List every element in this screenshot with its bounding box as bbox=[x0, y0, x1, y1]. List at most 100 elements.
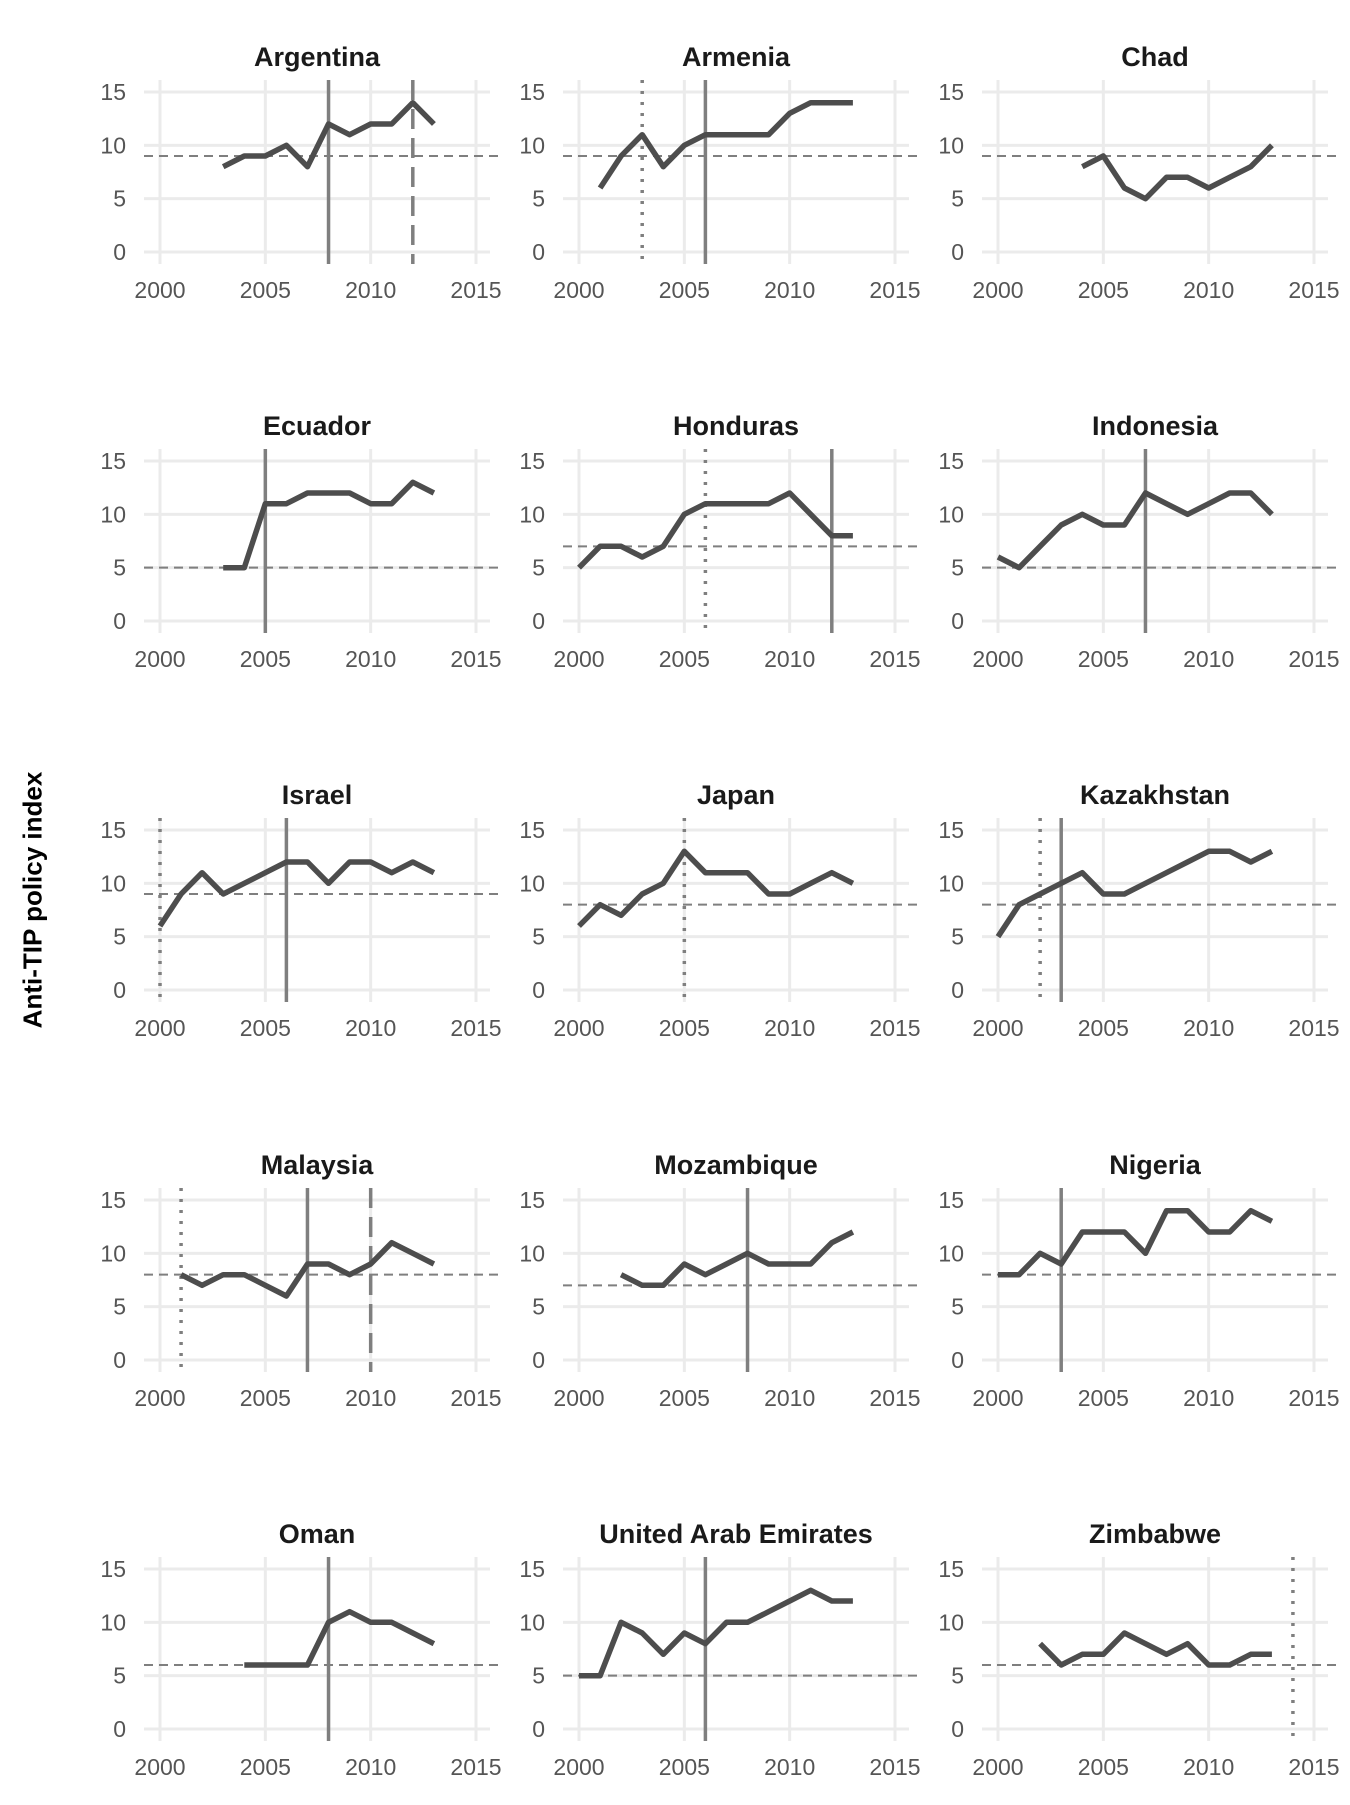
panel-title: Nigeria bbox=[1109, 1150, 1202, 1180]
x-tick-label: 2015 bbox=[450, 1385, 501, 1411]
y-tick-label: 15 bbox=[100, 79, 126, 105]
y-tick-label: 15 bbox=[938, 448, 964, 474]
x-tick-label: 2010 bbox=[764, 646, 815, 672]
y-tick-label: 15 bbox=[519, 1187, 545, 1213]
x-tick-label: 2015 bbox=[1288, 1015, 1339, 1041]
x-tick-label: 2010 bbox=[345, 1385, 396, 1411]
x-tick-label: 2005 bbox=[240, 277, 291, 303]
panel-israel: Israel 0 5 10 15 2000 2005 2010 2015 bbox=[100, 780, 501, 1041]
series-line bbox=[223, 479, 436, 571]
x-tick-label: 2000 bbox=[134, 1015, 185, 1041]
panel-mozambique: Mozambique 0 5 10 15 2000 2005 2010 2015 bbox=[519, 1150, 920, 1411]
panel-armenia: Armenia 0 5 10 15 2000 2005 2010 2015 bbox=[519, 42, 920, 303]
series-line bbox=[221, 99, 436, 170]
series-line bbox=[1038, 1630, 1272, 1668]
x-tick-label: 2015 bbox=[1288, 1754, 1339, 1780]
panel-oman: Oman 0 5 10 15 2000 2005 2010 2015 bbox=[100, 1519, 501, 1780]
panel-title: Oman bbox=[279, 1519, 356, 1549]
series-line bbox=[597, 99, 853, 190]
x-tick-label: 2010 bbox=[345, 1015, 396, 1041]
y-tick-label: 10 bbox=[100, 870, 126, 896]
x-tick-label: 2000 bbox=[972, 277, 1023, 303]
series-line bbox=[579, 1587, 853, 1679]
x-tick-label: 2015 bbox=[869, 1385, 920, 1411]
y-tick-label: 5 bbox=[113, 1663, 126, 1689]
x-tick-label: 2005 bbox=[1078, 1015, 1129, 1041]
panel-title: Israel bbox=[282, 780, 353, 810]
panel-nigeria: Nigeria 0 5 10 15 2000 2005 2010 2015 bbox=[938, 1150, 1339, 1411]
series-line bbox=[157, 859, 436, 928]
y-tick-label: 5 bbox=[532, 924, 545, 950]
y-tick-label: 0 bbox=[532, 239, 545, 265]
y-tick-label: 5 bbox=[951, 186, 964, 212]
y-tick-label: 15 bbox=[100, 817, 126, 843]
y-tick-label: 5 bbox=[113, 924, 126, 950]
x-tick-label: 2010 bbox=[764, 1385, 815, 1411]
x-tick-label: 2010 bbox=[1183, 277, 1234, 303]
x-tick-label: 2000 bbox=[972, 1015, 1023, 1041]
y-tick-label: 15 bbox=[100, 448, 126, 474]
y-tick-label: 0 bbox=[113, 608, 126, 634]
x-tick-label: 2005 bbox=[659, 1754, 710, 1780]
y-tick-label: 15 bbox=[100, 1556, 126, 1582]
panel-kazakhstan: Kazakhstan 0 5 10 15 2000 2005 2010 2015 bbox=[938, 780, 1339, 1041]
x-tick-label: 2000 bbox=[972, 1385, 1023, 1411]
x-tick-label: 2010 bbox=[345, 277, 396, 303]
y-tick-label: 10 bbox=[100, 1609, 126, 1635]
y-tick-label: 10 bbox=[100, 501, 126, 527]
panel-title: Zimbabwe bbox=[1089, 1519, 1221, 1549]
x-tick-label: 2000 bbox=[134, 1754, 185, 1780]
x-tick-label: 2000 bbox=[972, 1754, 1023, 1780]
panel-united-arab-emirates: United Arab Emirates 0 5 10 15 2000 2005 2010 20… bbox=[519, 1519, 920, 1780]
series-line bbox=[619, 1229, 855, 1289]
y-tick-label: 0 bbox=[113, 239, 126, 265]
panel-honduras: Honduras 0 5 10 15 2000 2005 2010 2015 bbox=[519, 411, 920, 672]
x-tick-label: 2000 bbox=[553, 1385, 604, 1411]
y-tick-label: 5 bbox=[532, 186, 545, 212]
panel-title: United Arab Emirates bbox=[599, 1519, 873, 1549]
series-line bbox=[577, 490, 853, 570]
x-tick-label: 2005 bbox=[1078, 277, 1129, 303]
y-tick-label: 10 bbox=[100, 132, 126, 158]
y-tick-label: 10 bbox=[938, 1609, 964, 1635]
x-tick-label: 2005 bbox=[240, 1015, 291, 1041]
x-tick-label: 2000 bbox=[553, 1015, 604, 1041]
x-tick-label: 2015 bbox=[869, 277, 920, 303]
y-tick-label: 0 bbox=[532, 1716, 545, 1742]
x-tick-label: 2010 bbox=[1183, 1385, 1234, 1411]
y-tick-label: 5 bbox=[532, 555, 545, 581]
y-tick-label: 15 bbox=[519, 448, 545, 474]
y-tick-label: 0 bbox=[532, 977, 545, 1003]
x-tick-label: 2000 bbox=[134, 646, 185, 672]
y-tick-label: 5 bbox=[532, 1294, 545, 1320]
y-axis-label: Anti-TIP policy index bbox=[17, 771, 48, 1029]
series-line bbox=[995, 848, 1274, 939]
y-tick-label: 5 bbox=[113, 1294, 126, 1320]
y-tick-label: 15 bbox=[938, 817, 964, 843]
y-tick-label: 15 bbox=[938, 1187, 964, 1213]
y-tick-label: 15 bbox=[100, 1187, 126, 1213]
series-line bbox=[998, 1207, 1274, 1278]
y-tick-label: 0 bbox=[113, 1716, 126, 1742]
x-tick-label: 2010 bbox=[1183, 1015, 1234, 1041]
panel-malaysia: Malaysia 0 5 10 15 2000 2005 2010 2015 bbox=[100, 1150, 501, 1411]
x-tick-label: 2000 bbox=[553, 646, 604, 672]
x-tick-label: 2000 bbox=[553, 1754, 604, 1780]
y-tick-label: 10 bbox=[519, 132, 545, 158]
y-tick-label: 10 bbox=[938, 132, 964, 158]
y-tick-label: 0 bbox=[951, 977, 964, 1003]
series-line bbox=[1081, 143, 1274, 202]
panel-title: Chad bbox=[1121, 42, 1189, 72]
x-tick-label: 2015 bbox=[450, 1754, 501, 1780]
x-tick-label: 2005 bbox=[659, 1015, 710, 1041]
y-tick-label: 0 bbox=[951, 608, 964, 634]
panel-title: Armenia bbox=[682, 42, 791, 72]
panel-title: Indonesia bbox=[1092, 411, 1219, 441]
x-tick-label: 2005 bbox=[659, 646, 710, 672]
x-tick-label: 2005 bbox=[1078, 1385, 1129, 1411]
y-tick-label: 10 bbox=[938, 1240, 964, 1266]
x-tick-label: 2005 bbox=[240, 646, 291, 672]
panel-chad: Chad 0 5 10 15 2000 2005 2010 2015 bbox=[938, 42, 1339, 303]
x-tick-label: 2010 bbox=[345, 646, 396, 672]
